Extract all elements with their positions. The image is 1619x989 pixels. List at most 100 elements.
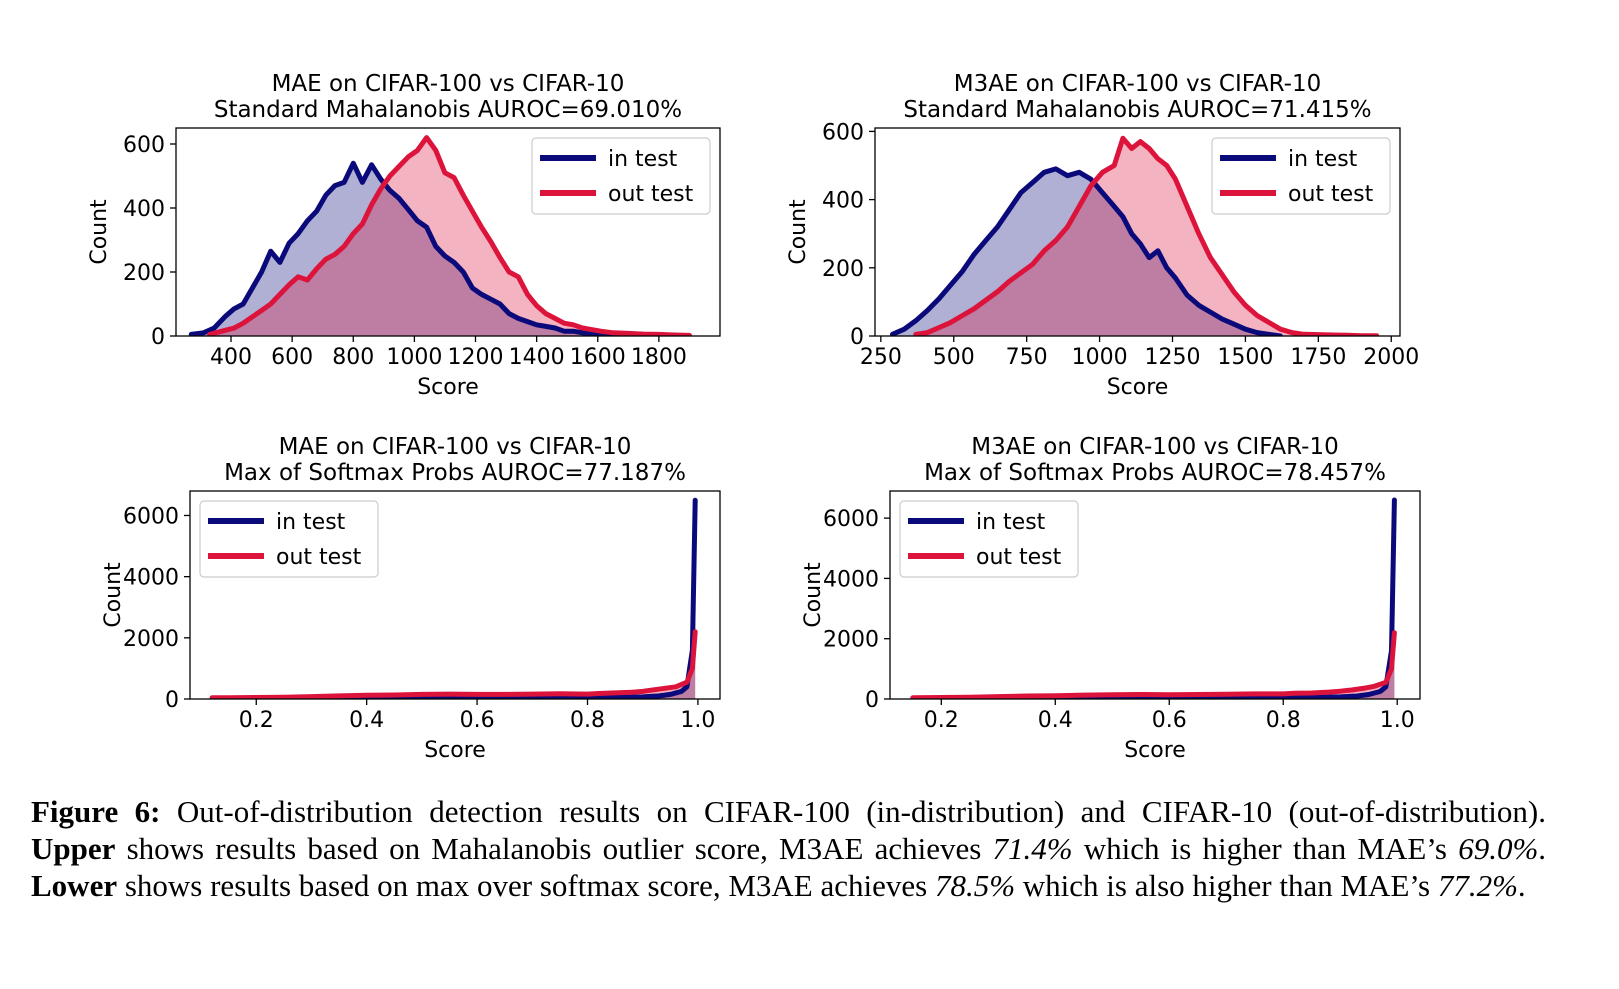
y-axis-label: Count — [101, 562, 126, 628]
series-line-in-test — [890, 166, 1283, 336]
x-tick-label: 1000 — [1072, 345, 1128, 370]
chart-title: MAE on CIFAR-100 vs CIFAR-10 — [279, 434, 632, 460]
y-tick-label: 6000 — [123, 504, 179, 529]
legend-label: in test — [1288, 147, 1358, 172]
y-axis-label: Count — [87, 199, 112, 265]
series-line-out-test — [209, 629, 698, 699]
caption-text: shows results based on max over softmax … — [117, 868, 935, 903]
y-tick-label: 2000 — [123, 627, 179, 652]
x-tick-label: 1750 — [1290, 345, 1346, 370]
caption-value: 78.5% — [934, 868, 1016, 903]
x-tick-label: 0.4 — [349, 708, 384, 733]
chart-title: MAE on CIFAR-100 vs CIFAR-10 — [272, 71, 625, 97]
chart-subtitle: Standard Mahalanobis AUROC=69.010% — [214, 97, 682, 123]
chart-subtitle: Max of Softmax Probs AUROC=78.457% — [924, 460, 1386, 486]
y-tick-label: 0 — [165, 688, 179, 713]
x-tick-label: 0.6 — [460, 708, 495, 733]
series-line-in-test — [188, 160, 622, 336]
x-tick-label: 750 — [1006, 345, 1048, 370]
legend-label: out test — [1288, 182, 1374, 207]
caption-value: 71.4% — [992, 831, 1073, 866]
caption-text: . — [1538, 831, 1547, 866]
y-tick-label: 6000 — [823, 507, 879, 532]
legend: in test out test — [899, 500, 1079, 578]
x-tick-label: 800 — [332, 345, 374, 370]
y-axis-label: Count — [801, 562, 826, 628]
x-axis-label: Score — [1107, 375, 1169, 400]
y-tick-label: 4000 — [823, 567, 879, 592]
series-line-out-test — [207, 135, 692, 336]
x-axis-label: Score — [417, 375, 479, 400]
caption-text: Out-of-distribution detection results on… — [160, 794, 1546, 829]
x-tick-label: 1000 — [386, 345, 442, 370]
x-tick-label: 1600 — [570, 345, 626, 370]
x-tick-label: 600 — [271, 345, 313, 370]
caption-text: . — [1517, 868, 1526, 903]
y-tick-label: 400 — [822, 189, 864, 214]
caption-text: which is also higher than MAE’s — [1015, 868, 1438, 903]
caption-upper: Upper — [31, 831, 116, 866]
x-tick-label: 1200 — [448, 345, 504, 370]
legend-label: out test — [276, 545, 362, 570]
legend: in test out test — [199, 500, 379, 578]
y-tick-label: 0 — [850, 325, 864, 350]
caption-value: 69.0% — [1458, 831, 1539, 866]
x-axis-label: Score — [1124, 738, 1186, 763]
x-tick-label: 0.2 — [924, 708, 959, 733]
chart-title: M3AE on CIFAR-100 vs CIFAR-10 — [954, 71, 1321, 97]
series-area-in-test — [191, 163, 620, 336]
data-layer — [188, 135, 692, 336]
series-line-out-test — [910, 630, 1397, 699]
y-tick-label: 600 — [123, 133, 165, 158]
series-area-out-test — [915, 138, 1377, 336]
series-area-out-test — [209, 137, 690, 336]
figure-caption: Figure 6: Out-of-distribution detection … — [31, 793, 1546, 904]
x-tick-label: 0.4 — [1038, 708, 1073, 733]
x-tick-label: 400 — [210, 345, 252, 370]
x-tick-label: 0.8 — [570, 708, 605, 733]
chart-subtitle: Standard Mahalanobis AUROC=71.415% — [903, 97, 1371, 123]
y-tick-label: 0 — [865, 688, 879, 713]
x-tick-label: 500 — [933, 345, 975, 370]
y-tick-label: 200 — [123, 261, 165, 286]
plot-frame — [189, 490, 721, 700]
x-axis-label: Score — [424, 738, 486, 763]
x-tick-label: 0.8 — [1266, 708, 1301, 733]
series-area-in-test — [892, 168, 1281, 336]
x-tick-label: 1.0 — [1380, 708, 1415, 733]
x-tick-label: 1500 — [1217, 345, 1273, 370]
x-tick-label: 1250 — [1145, 345, 1201, 370]
y-tick-label: 4000 — [123, 566, 179, 591]
series-line-out-test — [913, 135, 1380, 336]
caption-text: shows results based on Mahalanobis outli… — [115, 831, 993, 866]
plot-frame — [175, 127, 721, 337]
legend: in test out test — [1211, 137, 1391, 215]
legend-label: in test — [608, 147, 678, 172]
y-tick-label: 2000 — [823, 628, 879, 653]
series-area-out-test — [912, 632, 1395, 699]
chart-subtitle: Max of Softmax Probs AUROC=77.187% — [224, 460, 686, 486]
y-tick-label: 400 — [123, 197, 165, 222]
x-tick-label: 1.0 — [680, 708, 715, 733]
caption-text: which is higher than MAE’s — [1072, 831, 1459, 866]
legend: in test out test — [531, 137, 711, 215]
y-axis-label: Count — [786, 199, 811, 265]
legend-label: out test — [976, 545, 1062, 570]
legend-label: in test — [976, 510, 1046, 535]
caption-lower: Lower — [31, 868, 118, 903]
legend-label: out test — [608, 182, 694, 207]
series-area-out-test — [212, 631, 696, 699]
caption-value: 77.2% — [1437, 868, 1518, 903]
x-tick-label: 1400 — [509, 345, 565, 370]
x-tick-label: 0.6 — [1152, 708, 1187, 733]
y-tick-label: 600 — [822, 120, 864, 145]
x-tick-label: 0.2 — [239, 708, 274, 733]
legend-label: in test — [276, 510, 346, 535]
data-layer — [890, 135, 1380, 336]
plot-frame — [874, 127, 1401, 337]
x-tick-label: 1800 — [631, 345, 687, 370]
